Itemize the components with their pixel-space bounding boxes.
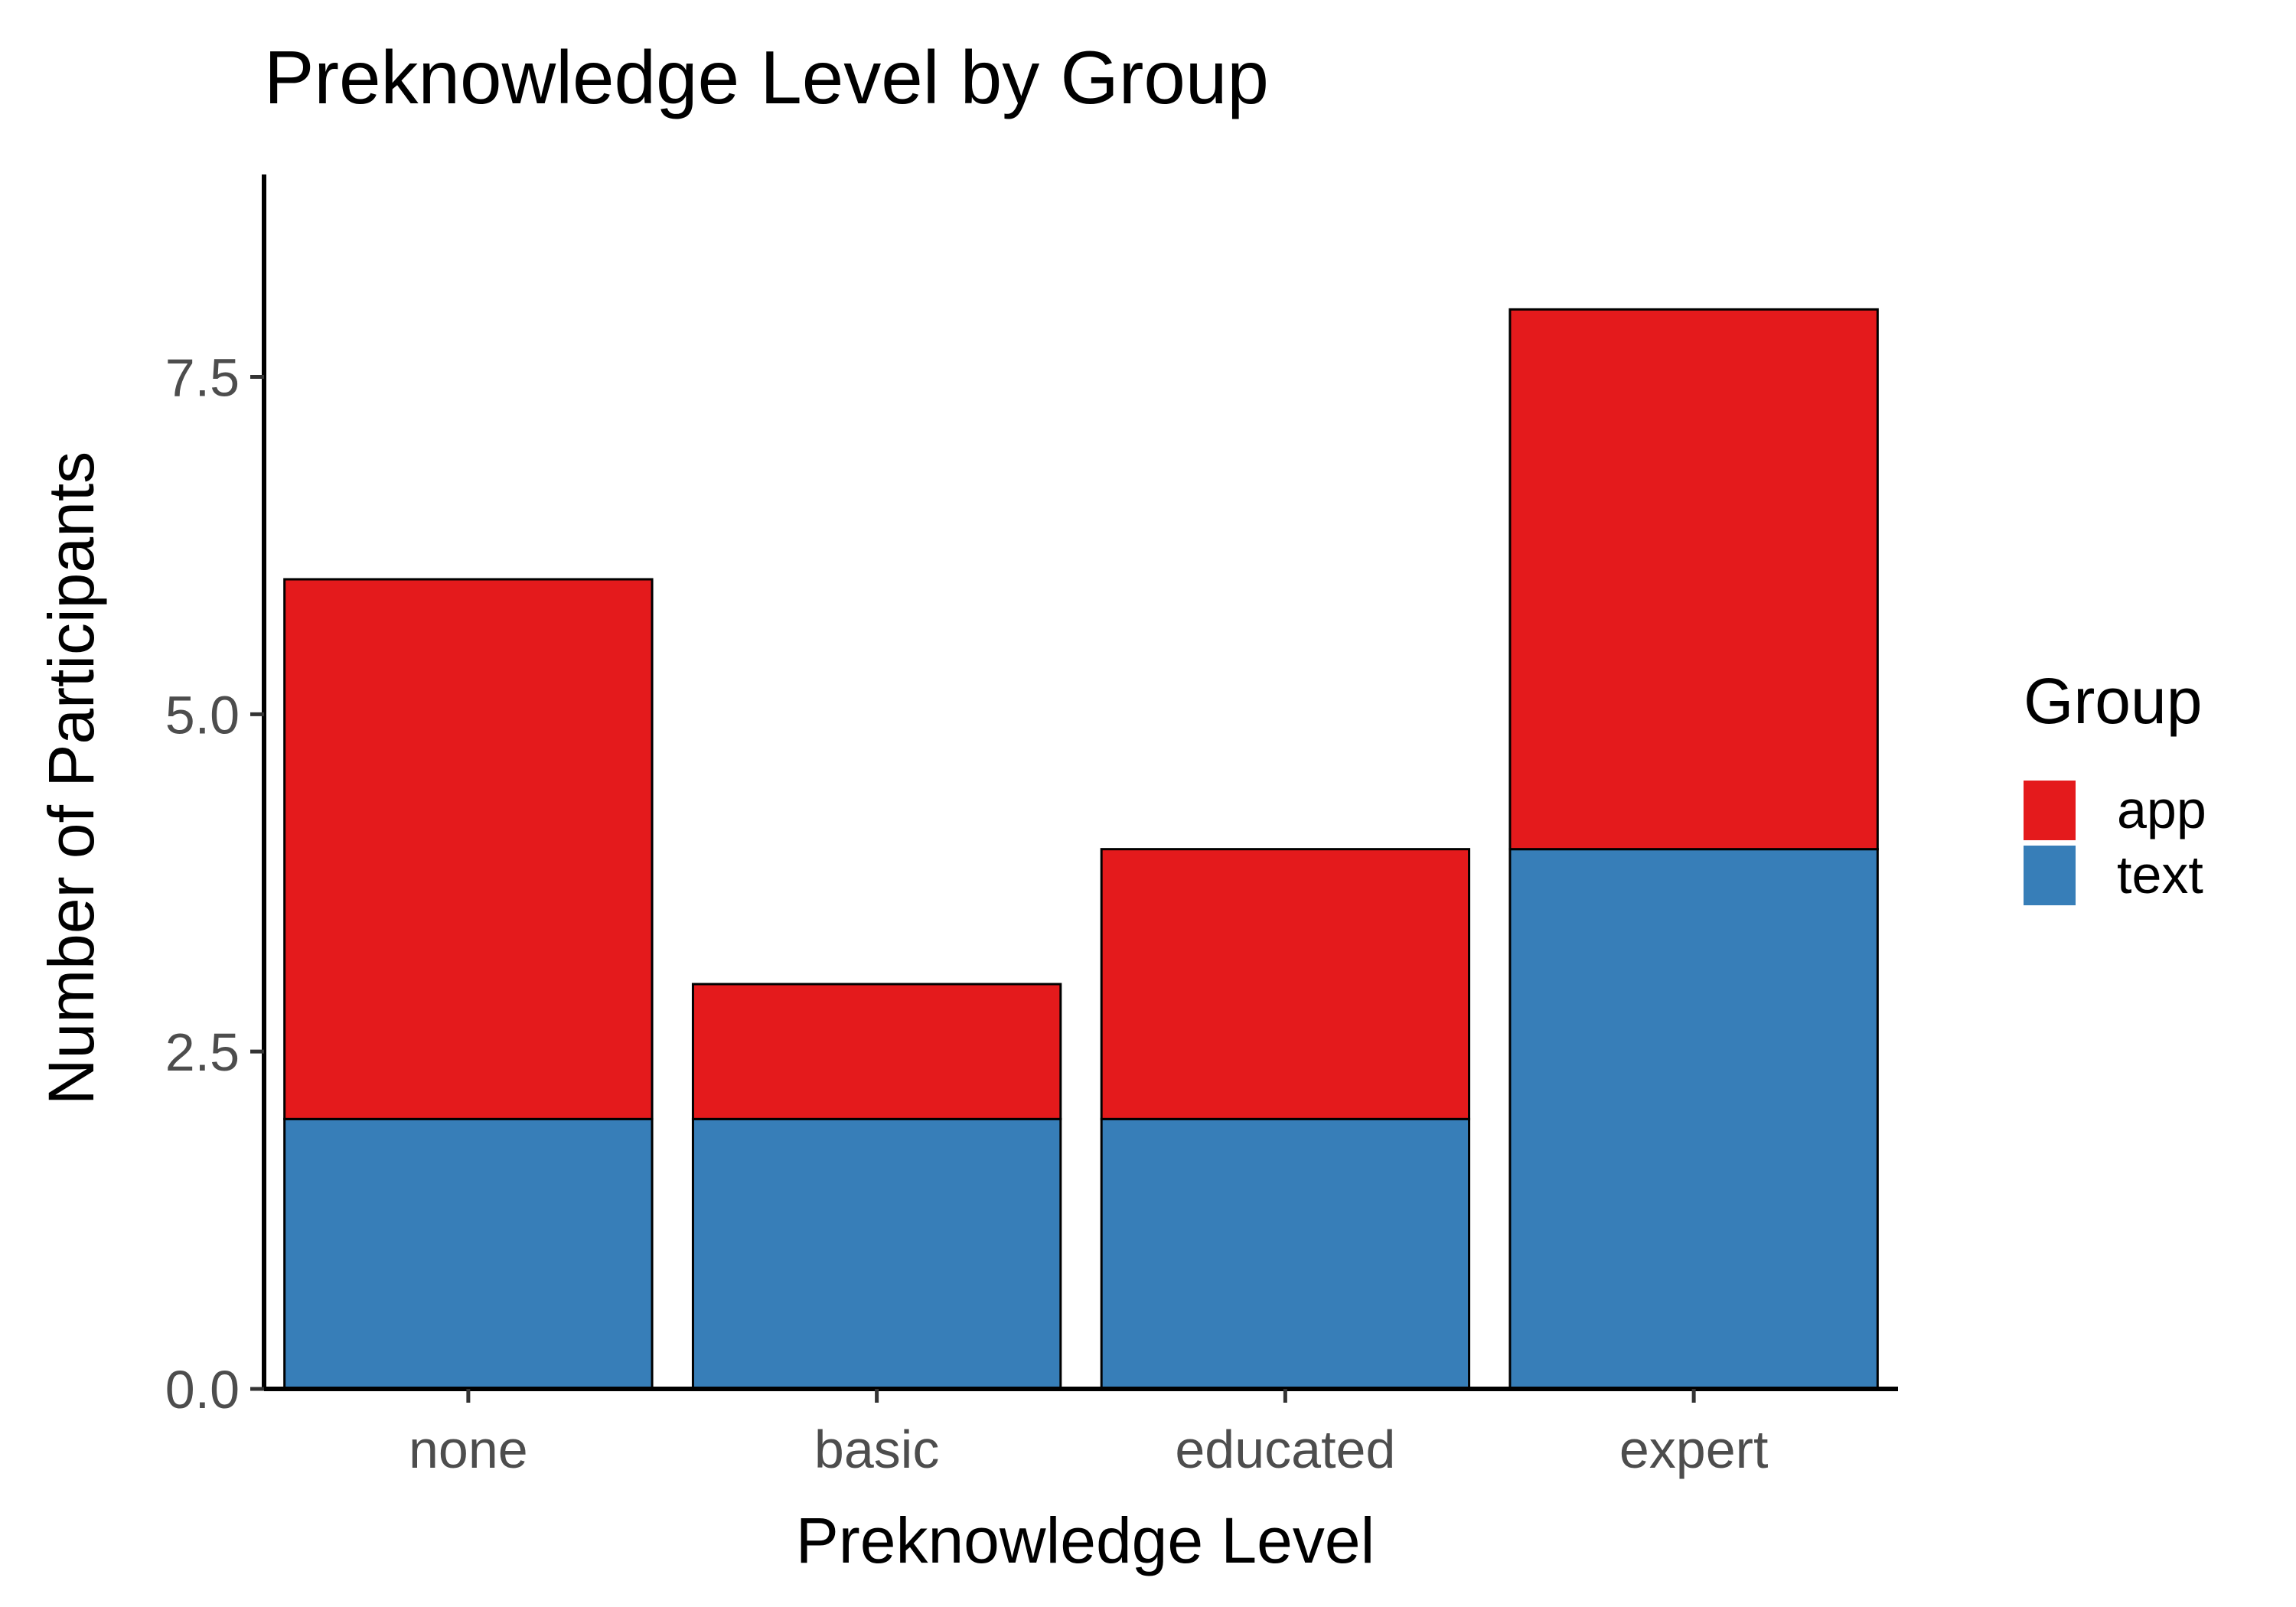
x-axis: none basic educated expert: [264, 1387, 1898, 1479]
legend-key-text: [2024, 846, 2076, 905]
x-tick-label: basic: [814, 1420, 939, 1479]
x-tick-label: educated: [1175, 1420, 1395, 1479]
bar-educated-text: [1100, 1117, 1471, 1390]
bar-none-text: [283, 1117, 654, 1390]
bar-educated-app: [1100, 848, 1471, 1120]
x-tick-label: none: [409, 1420, 528, 1479]
legend-key-app: [2024, 781, 2076, 840]
y-tick-label: 7.5: [165, 348, 240, 408]
x-axis-title: Preknowledge Level: [796, 1504, 1375, 1576]
bar-expert-app: [1508, 308, 1879, 851]
legend-label-app: app: [2117, 780, 2206, 839]
y-tick-label: 2.5: [165, 1022, 240, 1082]
bar-basic-text: [691, 1117, 1062, 1390]
bars-layer: [283, 308, 1879, 1390]
y-axis: 0.0 2.5 5.0 7.5: [165, 174, 266, 1420]
x-tick-label: expert: [1619, 1420, 1769, 1479]
chart-title: Preknowledge Level by Group: [264, 35, 1269, 119]
y-tick-label: 0.0: [165, 1360, 240, 1420]
y-axis-title: Number of Participants: [35, 451, 107, 1105]
legend-title: Group: [2024, 665, 2202, 737]
bar-none-app: [283, 578, 654, 1120]
bar-basic-app: [691, 983, 1062, 1120]
legend: Group app text: [2024, 665, 2206, 905]
y-tick-label: 5.0: [165, 685, 240, 745]
bar-expert-text: [1508, 848, 1879, 1390]
legend-label-text: text: [2117, 845, 2203, 905]
